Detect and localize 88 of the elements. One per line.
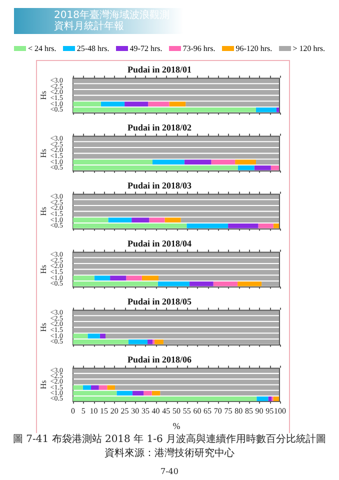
- bar: [142, 276, 158, 280]
- y-axis-title: Hs: [38, 90, 48, 100]
- x-tick-label: 70: [214, 406, 222, 416]
- x-tick-label: 5: [81, 406, 86, 416]
- chart-title: Pudai in 2018/04: [127, 238, 192, 249]
- bar: [154, 339, 164, 344]
- bar: [91, 385, 99, 390]
- x-tick-label: 80: [234, 406, 243, 416]
- bar: [152, 160, 184, 164]
- legend-label: 96-120 hrs.: [236, 44, 272, 52]
- chart-title: Pudai in 2018/06: [127, 354, 192, 365]
- bar: [110, 276, 126, 280]
- bar: [124, 102, 148, 106]
- bar: [213, 281, 238, 286]
- bar: [238, 281, 262, 286]
- bar: [94, 276, 110, 280]
- bar: [126, 276, 142, 280]
- x-tick-label: 30: [131, 406, 140, 416]
- y-axis-title: Hs: [38, 264, 48, 274]
- bar: [270, 165, 279, 170]
- x-tick-label: 20: [110, 406, 118, 416]
- x-tick-label: 45: [162, 406, 170, 416]
- x-tick-label: 0: [71, 406, 75, 416]
- bar: [235, 160, 256, 164]
- legend-label: 73-96 hrs.: [182, 44, 216, 52]
- bar: [158, 281, 190, 286]
- bar: [108, 218, 132, 222]
- bar: [256, 107, 276, 112]
- bar: [149, 218, 165, 222]
- x-tick-label: 95: [266, 406, 274, 416]
- x-tick-label: 35: [141, 406, 150, 416]
- x-tick-label: 90: [255, 406, 264, 416]
- x-tick-label: 75: [224, 406, 232, 416]
- legend-label: 49-72 hrs.: [130, 44, 162, 52]
- bar: [132, 218, 150, 222]
- x-axis-title: %: [172, 420, 181, 431]
- bar: [148, 339, 152, 344]
- chart-title: Pudai in 2018/03: [127, 180, 192, 191]
- y-axis-title: Hs: [38, 206, 48, 216]
- y-axis-title: Hs: [38, 380, 48, 390]
- y-axis-title: Hs: [38, 148, 48, 158]
- y-axis-title: Hs: [38, 322, 48, 332]
- caption: 圖 7-41 布袋港測站 2018 年 1-6 月波高與連續作用時數百分比統計圖: [12, 433, 328, 447]
- chart-title: Pudai in 2018/01: [127, 64, 192, 75]
- x-tick-label: 65: [204, 406, 212, 416]
- bar: [100, 334, 106, 338]
- bar: [211, 160, 236, 164]
- bar: [88, 334, 100, 338]
- bar: [164, 218, 181, 222]
- bar: [276, 107, 279, 112]
- bar: [116, 390, 132, 396]
- bar: [258, 223, 274, 228]
- x-tick-label: 55: [182, 406, 191, 416]
- bar: [100, 102, 125, 106]
- chart-title: Pudai in 2018/02: [127, 122, 192, 133]
- bar: [128, 339, 148, 344]
- chart-title: Pudai in 2018/05: [127, 296, 192, 307]
- bar: [148, 102, 170, 106]
- bar: [98, 385, 108, 390]
- bar: [152, 339, 155, 344]
- bar: [186, 223, 228, 228]
- x-tick-label: 25: [120, 406, 129, 416]
- bar: [132, 390, 144, 396]
- bar: [268, 396, 272, 402]
- bar: [273, 396, 279, 402]
- bar: [184, 160, 212, 164]
- bar: [256, 396, 268, 402]
- bar: [152, 390, 160, 396]
- bar: [144, 390, 152, 396]
- legend-label: 25-48 hrs.: [76, 44, 110, 52]
- x-tick-label: 10: [90, 406, 98, 416]
- bar: [169, 102, 186, 106]
- source-note: 資料來源：港灣技術研究中心: [104, 447, 236, 461]
- x-tick-label: 15: [100, 406, 108, 416]
- bar: [107, 385, 116, 390]
- bar: [254, 165, 271, 170]
- legend-label: > 120 hrs.: [292, 44, 325, 52]
- x-tick-label: 40: [152, 406, 160, 416]
- x-tick-label: 85: [244, 406, 253, 416]
- legend-label: < 24 hrs.: [28, 44, 56, 52]
- bar: [238, 165, 254, 170]
- x-tick-label: 50: [172, 406, 180, 416]
- bar: [228, 223, 258, 228]
- bar: [190, 281, 214, 286]
- bar: [82, 385, 92, 390]
- x-tick-label: 100: [274, 406, 286, 416]
- x-tick-label: 60: [193, 406, 202, 416]
- text: 7-40: [160, 466, 180, 478]
